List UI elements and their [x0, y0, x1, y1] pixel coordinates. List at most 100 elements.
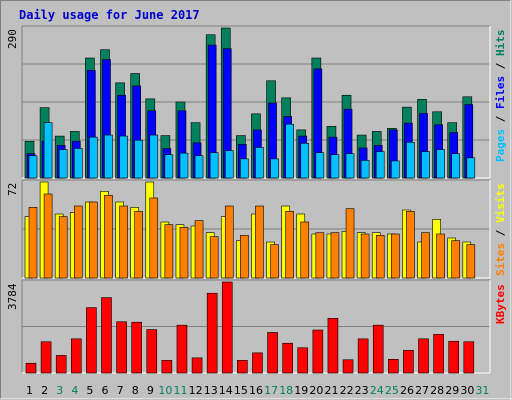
sites-bar [406, 211, 415, 279]
sites-bar [360, 233, 370, 279]
kbytes-bar [101, 297, 112, 374]
pages-bar [224, 150, 234, 179]
pages-bar [58, 149, 68, 179]
y-axis-max-label: 3784 [6, 283, 19, 311]
day-label: 28 [430, 384, 445, 397]
sites-bar [300, 221, 310, 279]
pages-bar [73, 148, 83, 179]
kbytes-bar [191, 357, 203, 374]
pages-bar [28, 155, 38, 179]
pages-bar [391, 160, 400, 179]
day-label: 7 [116, 384, 124, 397]
day-label: 13 [203, 384, 218, 397]
sites-bar [345, 208, 355, 279]
day-label: 8 [131, 384, 139, 397]
kbytes-bar [388, 358, 399, 374]
y-axis-max-label: 72 [6, 182, 19, 196]
day-label: 26 [399, 384, 414, 397]
day-label: 4 [71, 384, 79, 397]
sites-bar [285, 211, 294, 279]
sites-bar [240, 235, 249, 279]
day-label: 1 [26, 384, 34, 397]
day-label: 6 [101, 384, 109, 397]
kbytes-bar [161, 360, 173, 374]
sites-bar [375, 235, 385, 279]
kbytes-bar [463, 341, 475, 374]
sites-bar [436, 233, 445, 279]
sites-bar [270, 244, 279, 279]
day-label: 16 [249, 384, 263, 397]
pages-bar [330, 154, 340, 179]
series-legend-label: KBytes [494, 283, 507, 324]
kbytes-bar [342, 359, 354, 374]
sites-bar [149, 197, 159, 279]
sites-bar [466, 244, 476, 279]
chart-title: Daily usage for June 2017 [19, 8, 200, 22]
kbytes-bar [403, 349, 414, 374]
kbytes-bar [252, 352, 263, 374]
kbytes-bar [206, 292, 218, 374]
kbytes-bar [40, 341, 52, 374]
sites-bar [255, 205, 264, 279]
day-label: 30 [460, 384, 475, 397]
kbytes-bar [86, 307, 97, 374]
sites-bar [104, 195, 113, 279]
kbytes-bar [433, 334, 444, 374]
day-label: 5 [86, 384, 94, 397]
day-label: 11 [173, 384, 188, 397]
day-label: 21 [324, 384, 339, 397]
day-label: 20 [309, 384, 324, 397]
pages-bar [209, 152, 219, 179]
kbytes-bar [146, 329, 158, 374]
sites-bar [224, 205, 234, 279]
pages-bar [421, 151, 430, 179]
day-label: 25 [384, 384, 399, 397]
sites-bar [194, 220, 204, 279]
day-label: 9 [146, 384, 154, 397]
pages-bar [300, 143, 310, 179]
sites-bar [73, 205, 83, 279]
pages-bar [89, 136, 98, 179]
kbytes-bar [372, 324, 384, 374]
kbytes-bar [327, 318, 339, 374]
pages-bar [104, 134, 113, 179]
kbytes-bar [221, 281, 233, 374]
day-label: 29 [445, 384, 460, 397]
pages-bar [43, 122, 53, 179]
sites-bar [89, 201, 98, 279]
kbytes-bar [176, 324, 188, 374]
day-label: 31 [475, 384, 490, 397]
pages-bar [255, 147, 264, 179]
series-legend-label: Pages / Files / Hits [494, 29, 507, 163]
day-label: 24 [369, 384, 384, 397]
pages-bar [375, 151, 385, 179]
pages-bar [285, 123, 294, 179]
sites-bar [28, 207, 38, 279]
kbytes-bar [448, 340, 460, 374]
day-label: 15 [233, 384, 248, 397]
kbytes-bar [267, 332, 278, 374]
pages-bar [466, 157, 476, 179]
day-label: 10 [158, 384, 173, 397]
pages-bar [179, 152, 189, 179]
sites-bar [330, 232, 340, 279]
pages-bar [436, 149, 445, 179]
kbytes-bar [70, 338, 82, 374]
sites-bar [119, 205, 128, 279]
day-label: 14 [218, 384, 233, 397]
day-label: 19 [294, 384, 309, 397]
kbytes-bar [131, 321, 142, 374]
day-label: 27 [415, 384, 430, 397]
pages-bar [451, 153, 461, 179]
series-legend-label: Sites / Visits [494, 183, 507, 277]
sites-bar [209, 236, 219, 279]
sites-bar [451, 240, 461, 279]
sites-bar [421, 232, 430, 279]
sites-bar [134, 211, 143, 279]
pages-bar [149, 134, 159, 179]
kbytes-bar [55, 355, 67, 374]
kbytes-bar [116, 321, 127, 374]
kbytes-bar [282, 342, 293, 374]
pages-bar [119, 135, 128, 179]
